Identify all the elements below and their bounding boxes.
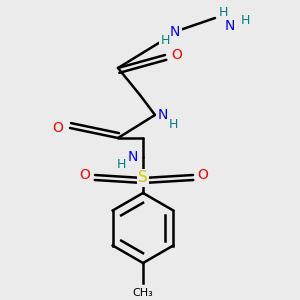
Text: H: H	[218, 7, 228, 20]
Text: O: O	[198, 168, 208, 182]
Text: H: H	[168, 118, 178, 131]
Text: S: S	[138, 170, 148, 185]
Text: CH₃: CH₃	[133, 288, 153, 298]
Text: H: H	[116, 158, 126, 172]
Text: H: H	[160, 34, 170, 46]
Text: N: N	[225, 19, 235, 33]
Text: N: N	[128, 150, 138, 164]
Text: O: O	[172, 48, 182, 62]
Text: O: O	[80, 168, 90, 182]
Text: O: O	[52, 121, 63, 135]
Text: N: N	[158, 108, 168, 122]
Text: N: N	[170, 25, 180, 39]
Text: H: H	[240, 14, 250, 26]
